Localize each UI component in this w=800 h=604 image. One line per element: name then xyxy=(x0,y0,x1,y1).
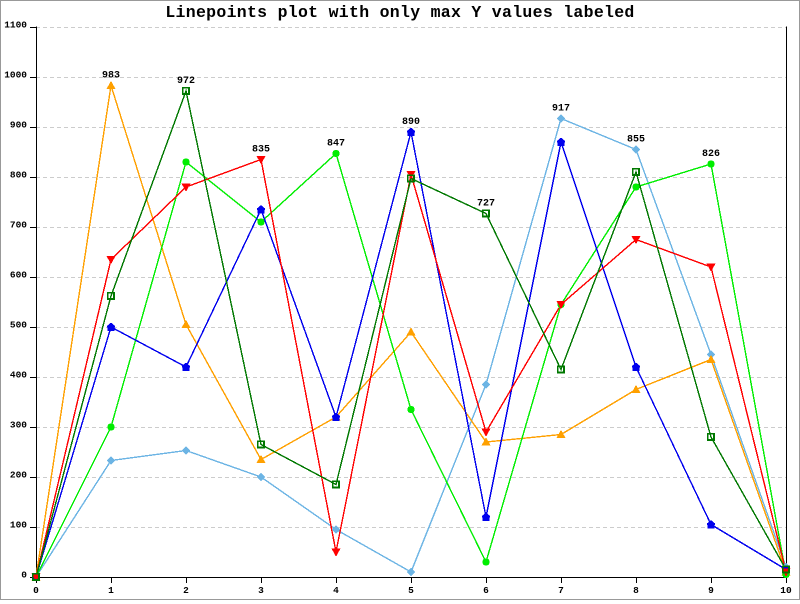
svg-text:4: 4 xyxy=(333,585,339,596)
svg-text:700: 700 xyxy=(10,220,27,231)
svg-text:835: 835 xyxy=(252,145,270,156)
svg-text:3: 3 xyxy=(258,585,264,596)
svg-text:6: 6 xyxy=(483,585,489,596)
svg-text:7: 7 xyxy=(558,585,564,596)
svg-text:826: 826 xyxy=(702,149,720,160)
svg-text:917: 917 xyxy=(552,104,570,115)
svg-text:983: 983 xyxy=(102,71,120,82)
svg-text:400: 400 xyxy=(10,370,27,381)
svg-text:890: 890 xyxy=(402,117,420,128)
svg-text:5: 5 xyxy=(408,585,414,596)
svg-text:800: 800 xyxy=(10,170,27,181)
svg-text:10: 10 xyxy=(780,585,792,596)
svg-text:300: 300 xyxy=(10,420,27,431)
svg-text:1000: 1000 xyxy=(4,70,27,81)
svg-text:600: 600 xyxy=(10,270,27,281)
svg-text:855: 855 xyxy=(627,135,645,146)
svg-text:0: 0 xyxy=(33,585,39,596)
svg-text:2: 2 xyxy=(183,585,189,596)
svg-text:500: 500 xyxy=(10,320,27,331)
svg-text:0: 0 xyxy=(21,570,27,581)
svg-text:727: 727 xyxy=(477,199,495,210)
svg-text:900: 900 xyxy=(10,120,27,131)
svg-text:100: 100 xyxy=(10,520,27,531)
svg-text:9: 9 xyxy=(708,585,714,596)
svg-text:200: 200 xyxy=(10,470,27,481)
svg-text:1: 1 xyxy=(108,585,114,596)
svg-text:972: 972 xyxy=(177,76,195,87)
svg-text:8: 8 xyxy=(633,585,639,596)
svg-text:847: 847 xyxy=(327,139,345,150)
